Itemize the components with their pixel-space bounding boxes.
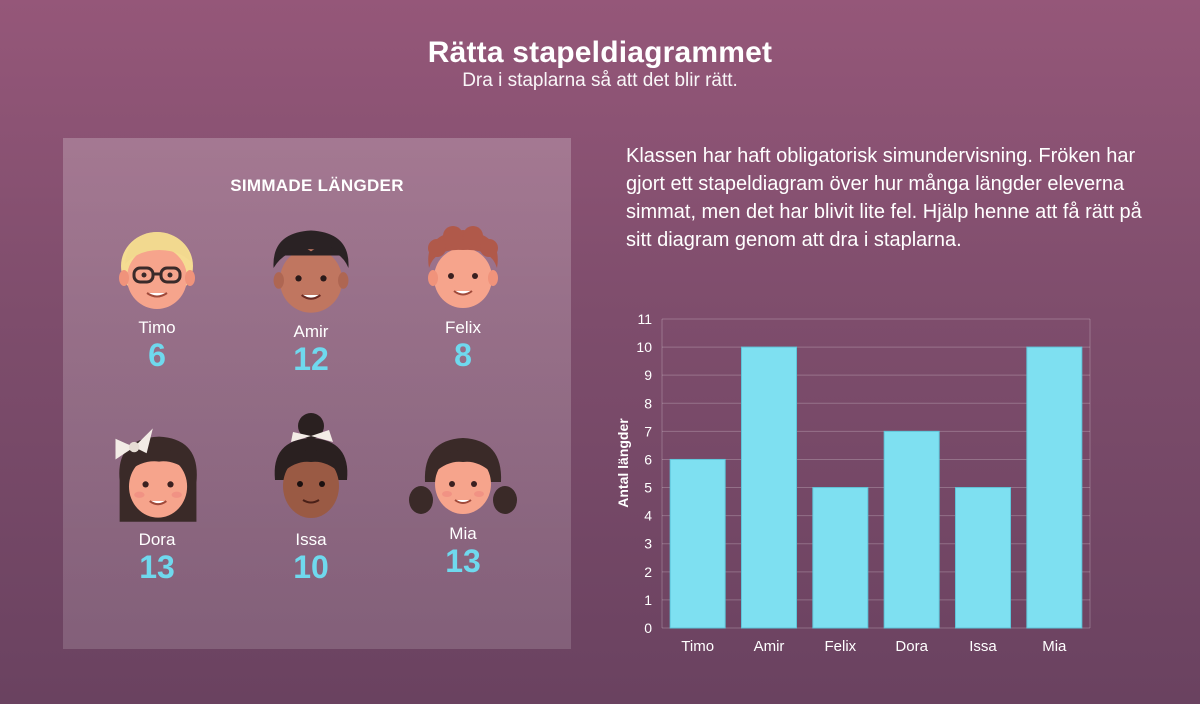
y-tick-label: 0 <box>644 620 652 636</box>
kid-card-mia: Mia 13 <box>393 426 533 578</box>
girl-with-pigtails-avatar-icon <box>409 438 517 514</box>
girl-with-bow-avatar-icon <box>115 428 197 522</box>
swim-data-panel: SIMMADE LÄNGDER Timo 6 <box>63 138 571 649</box>
y-tick-label: 4 <box>644 508 652 524</box>
kid-laps: 13 <box>139 549 175 585</box>
y-tick-label: 2 <box>644 564 652 580</box>
kid-card-amir: Amir 12 <box>241 216 381 376</box>
x-tick-label: Dora <box>895 638 928 655</box>
x-axis-labels: Timo Amir Felix Dora Issa Mia <box>681 638 1067 655</box>
bar-timo[interactable] <box>669 458 726 629</box>
blond-boy-with-glasses-avatar-icon <box>119 232 195 309</box>
y-tick-label: 5 <box>644 480 652 496</box>
kid-name: Mia <box>449 524 477 543</box>
x-tick-label: Mia <box>1042 638 1067 655</box>
y-tick-label: 1 <box>644 592 652 608</box>
y-tick-label: 11 <box>637 311 652 327</box>
kid-laps: 6 <box>148 337 166 373</box>
kid-card-issa: Issa 10 <box>241 410 381 584</box>
kid-name: Amir <box>293 322 329 341</box>
page-subtitle: Dra i staplarna så att det blir rätt. <box>462 70 738 91</box>
y-tick-label: 7 <box>644 423 652 439</box>
task-description: Klassen har haft obligatorisk simundervi… <box>626 145 1142 251</box>
bar-mia[interactable] <box>1026 346 1083 629</box>
x-tick-label: Amir <box>754 638 785 655</box>
y-axis-ticks: 0 1 2 3 4 5 6 7 8 9 10 11 <box>636 311 652 636</box>
kid-card-felix: Felix 8 <box>393 216 533 372</box>
y-tick-label: 9 <box>644 367 652 383</box>
y-axis-label: Antal längder <box>615 418 631 508</box>
y-tick-label: 10 <box>636 339 652 355</box>
x-tick-label: Issa <box>969 638 997 655</box>
kid-name: Timo <box>138 318 176 337</box>
bar-dora[interactable] <box>883 430 940 629</box>
bar-felix[interactable] <box>812 487 869 629</box>
kid-laps: 13 <box>445 543 481 579</box>
dark-haired-boy-avatar-icon <box>273 230 349 313</box>
kid-name: Dora <box>138 530 176 549</box>
kid-name: Felix <box>445 318 481 337</box>
x-tick-label: Felix <box>824 638 856 655</box>
kid-card-dora: Dora 13 <box>87 418 227 584</box>
y-tick-label: 3 <box>644 536 652 552</box>
kid-laps: 12 <box>293 341 329 377</box>
chart-bars[interactable] <box>669 346 1083 629</box>
header: Rätta stapeldiagrammet Dra i staplarna s… <box>0 36 1200 92</box>
kid-laps: 10 <box>293 549 329 585</box>
kid-laps: 8 <box>454 337 472 373</box>
y-tick-label: 6 <box>644 451 652 467</box>
bar-issa[interactable] <box>955 487 1011 629</box>
kid-card-timo: Timo 6 <box>87 216 227 372</box>
x-tick-label: Timo <box>681 638 714 655</box>
chart-gridlines <box>661 318 1091 629</box>
bar-amir[interactable] <box>741 346 797 629</box>
kid-name: Issa <box>295 530 327 549</box>
y-tick-label: 8 <box>644 395 652 411</box>
girl-with-bun-avatar-icon <box>274 413 348 518</box>
page-title: Rätta stapeldiagrammet <box>427 36 773 69</box>
curly-red-haired-boy-avatar-icon <box>428 226 498 308</box>
panel-title: SIMMADE LÄNGDER <box>230 176 404 195</box>
